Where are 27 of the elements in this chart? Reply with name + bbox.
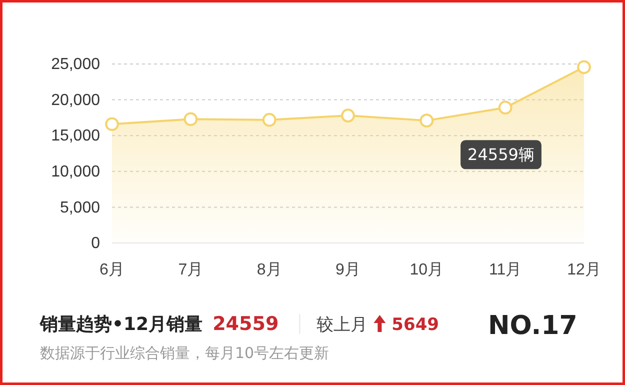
text: NO.17 — [488, 311, 578, 341]
x-tick-label: 9月 — [336, 261, 360, 278]
x-tick-label: 8月 — [256, 261, 282, 278]
x-tick-label: 7月 — [178, 261, 204, 278]
y-tick-label: 5,000 — [60, 199, 100, 216]
y-tick-label: 15,000 — [51, 128, 100, 145]
point — [105, 117, 119, 132]
y-tick-label: 20,000 — [51, 92, 100, 109]
x-tick-label: 12月 — [567, 261, 601, 278]
x-tick-label: 6月 — [100, 261, 124, 278]
point — [184, 112, 198, 126]
point — [341, 108, 355, 122]
annotation: 24559辆 — [468, 145, 534, 164]
point — [420, 114, 434, 128]
y-tick-label: 25,000 — [51, 56, 100, 74]
y-tick-label: 0 — [91, 235, 100, 252]
y-tick-label: 10,000 — [51, 164, 100, 181]
text: 数据源于行业综合销量，每月10号左右更新 — [40, 344, 330, 362]
text: 24559 — [212, 313, 279, 335]
text: 5649 — [392, 315, 439, 335]
point — [577, 60, 591, 74]
x-tick-label: 10月 — [410, 261, 444, 278]
x-tick-label: 11月 — [489, 261, 522, 278]
text: 较上月 — [316, 315, 368, 335]
point — [262, 112, 276, 127]
text: 销量趋势•12月销量 — [39, 314, 203, 335]
point — [498, 100, 512, 115]
